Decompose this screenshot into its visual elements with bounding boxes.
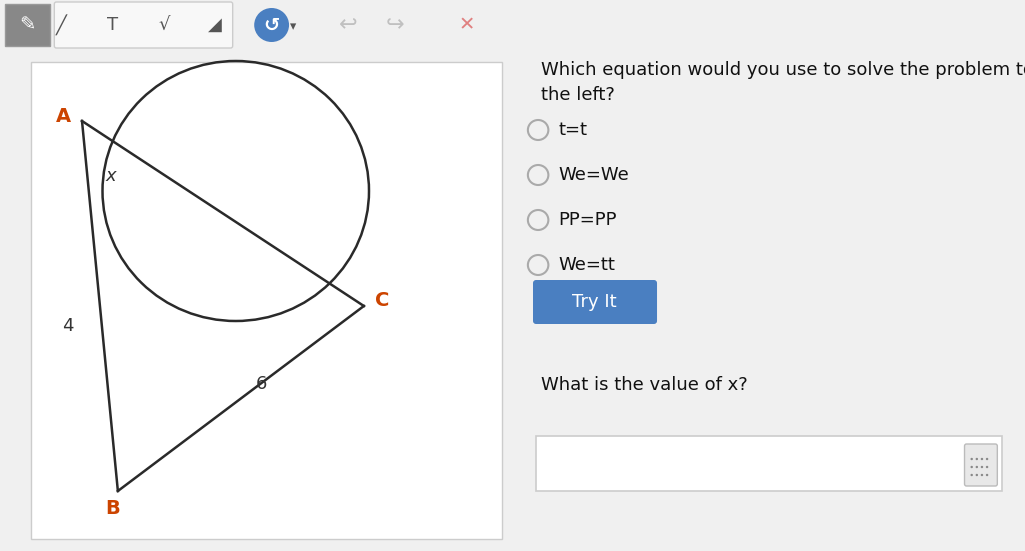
Text: ▾: ▾	[290, 20, 296, 34]
Circle shape	[981, 474, 983, 476]
Text: x: x	[106, 167, 116, 185]
Circle shape	[986, 474, 988, 476]
Text: t=t: t=t	[559, 121, 587, 139]
Circle shape	[254, 8, 289, 42]
Text: Try It: Try It	[572, 293, 617, 311]
Text: √: √	[158, 16, 170, 34]
Text: We=We: We=We	[559, 166, 629, 184]
Text: A: A	[56, 106, 71, 126]
Circle shape	[976, 458, 978, 460]
Text: What is the value of x?: What is the value of x?	[541, 376, 748, 394]
Bar	[31, 62, 502, 539]
FancyBboxPatch shape	[533, 280, 657, 324]
FancyBboxPatch shape	[5, 4, 50, 46]
Text: Which equation would you use to solve the problem to: Which equation would you use to solve th…	[541, 61, 1025, 79]
Circle shape	[976, 466, 978, 468]
Text: C: C	[375, 291, 390, 311]
Text: PP=PP: PP=PP	[559, 211, 617, 229]
Text: 4: 4	[62, 317, 74, 335]
Text: ✎: ✎	[19, 15, 36, 35]
Text: We=tt: We=tt	[559, 256, 615, 274]
Bar	[536, 436, 1002, 491]
Text: B: B	[106, 500, 120, 518]
Circle shape	[976, 474, 978, 476]
Bar	[0, 0, 515, 50]
Text: ↺: ↺	[263, 15, 280, 35]
Circle shape	[971, 466, 973, 468]
Circle shape	[981, 466, 983, 468]
Circle shape	[971, 458, 973, 460]
Text: ╱: ╱	[56, 14, 67, 35]
FancyBboxPatch shape	[965, 444, 997, 486]
Text: 6: 6	[255, 375, 268, 393]
Text: ✕: ✕	[458, 15, 475, 35]
Circle shape	[981, 458, 983, 460]
Text: T: T	[108, 16, 118, 34]
Circle shape	[971, 474, 973, 476]
Text: ◢: ◢	[208, 16, 222, 34]
Circle shape	[986, 466, 988, 468]
Circle shape	[986, 458, 988, 460]
Text: ↪: ↪	[385, 15, 404, 35]
Text: the left?: the left?	[541, 86, 615, 104]
Text: ↩: ↩	[339, 15, 358, 35]
FancyBboxPatch shape	[54, 2, 233, 48]
